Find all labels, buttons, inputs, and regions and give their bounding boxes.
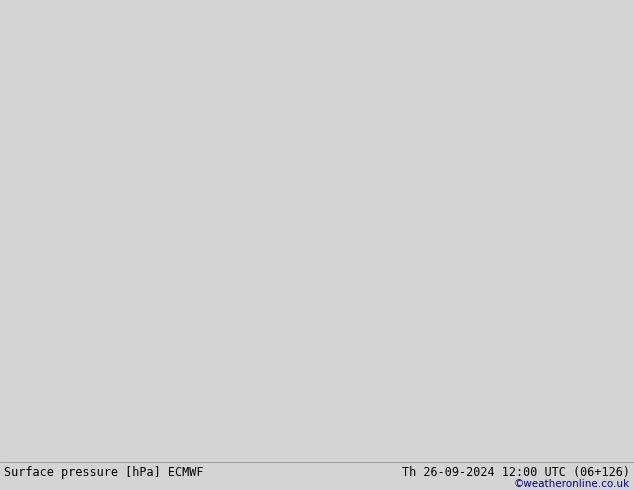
Text: Surface pressure [hPa] ECMWF: Surface pressure [hPa] ECMWF <box>4 466 204 479</box>
Bar <box>17 0 616 411</box>
Text: ©weatheronline.co.uk: ©weatheronline.co.uk <box>514 479 630 489</box>
Text: Th 26-09-2024 12:00 UTC (06+126): Th 26-09-2024 12:00 UTC (06+126) <box>402 466 630 479</box>
